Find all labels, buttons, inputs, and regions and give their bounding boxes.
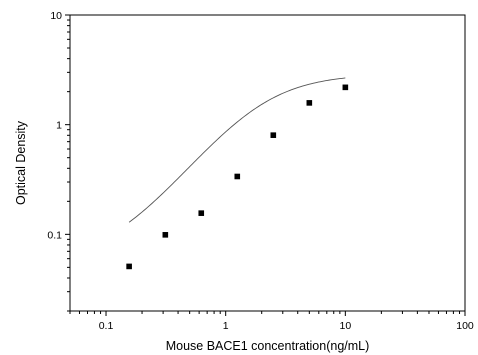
x-tick-label: 0.1 — [99, 320, 114, 332]
x-axis-title: Mouse BACE1 concentration(ng/mL) — [166, 339, 370, 353]
y-tick-label: 0.1 — [47, 229, 62, 241]
y-axis-title: Optical Density — [14, 120, 28, 205]
fit-curve — [128, 77, 346, 223]
data-point — [162, 232, 169, 238]
x-tick-label: 100 — [456, 320, 474, 332]
y-tick-label: 10 — [50, 10, 62, 22]
x-tick-label: 1 — [223, 320, 229, 332]
data-point — [126, 263, 132, 270]
x-axis: 0.1 1 10 100 — [69, 311, 474, 332]
data-point — [270, 132, 277, 138]
data-point — [234, 173, 241, 180]
x-tick-label: 10 — [339, 320, 351, 332]
data-point — [306, 100, 313, 106]
data-point — [342, 84, 349, 91]
data-points — [126, 84, 349, 270]
data-point — [198, 210, 205, 216]
y-axis: 0.1 1 10 — [47, 10, 70, 312]
y-tick-label: 1 — [56, 120, 62, 132]
plot-frame — [69, 14, 466, 312]
